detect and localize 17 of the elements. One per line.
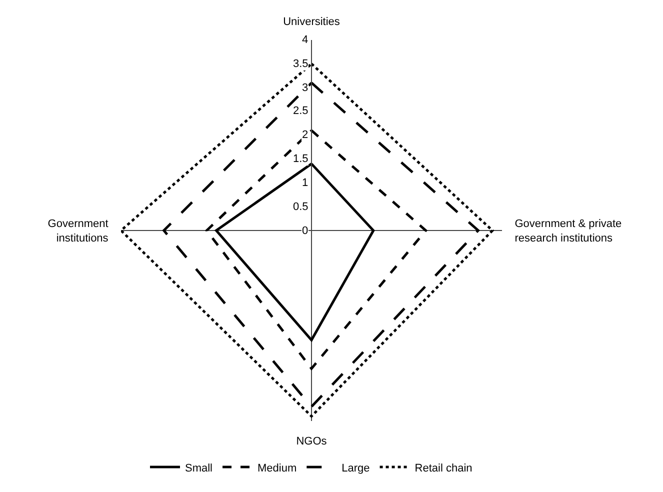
legend-label: Large xyxy=(342,462,370,474)
legend-label: Retail chain xyxy=(414,462,472,474)
y-tick-label: 0.5 xyxy=(293,201,308,213)
spoke-label: Universities xyxy=(283,16,340,28)
y-tick-label: 3.5 xyxy=(293,58,308,70)
spoke-label: Government institutions xyxy=(48,218,109,244)
y-tick-label: 1 xyxy=(302,177,308,189)
y-tick-label: 3 xyxy=(302,82,308,94)
spoke-label: NGOs xyxy=(296,436,328,448)
y-tick-label: 4 xyxy=(302,34,308,46)
y-tick-label: 2.5 xyxy=(293,105,308,117)
legend-label: Small xyxy=(185,462,213,474)
y-tick-label: 0 xyxy=(302,225,308,237)
spoke-label: Government & private research institutions xyxy=(514,218,622,244)
y-tick-label: 2 xyxy=(302,129,308,141)
legend-label: Medium xyxy=(258,462,297,474)
y-tick-label: 1.5 xyxy=(293,153,308,165)
